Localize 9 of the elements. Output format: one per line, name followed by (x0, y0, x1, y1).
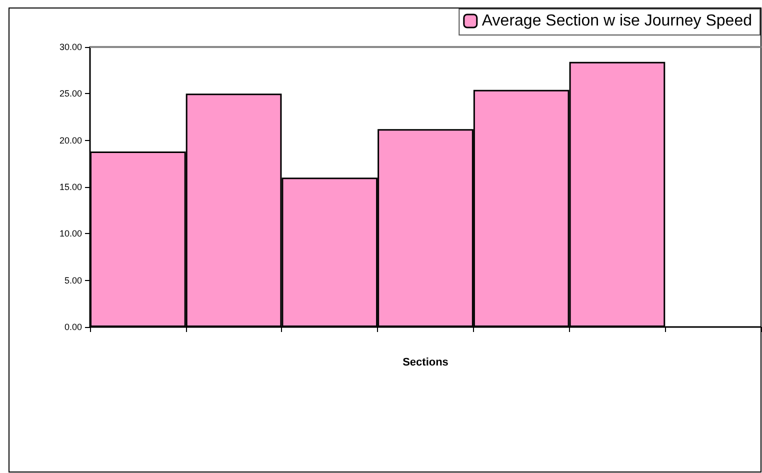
x-axis-title: Sections (402, 356, 448, 368)
y-tick-label: 20.00 (59, 135, 82, 146)
y-tick-label: 25.00 (59, 88, 82, 99)
y-tick-label: 30.00 (59, 42, 82, 52)
y-tick-label: 0.00 (64, 322, 82, 332)
y-tick-label: 5.00 (64, 275, 82, 286)
y-tick-label: 10.00 (59, 228, 82, 239)
legend-label: Average Section w ise Journey Speed (482, 12, 752, 30)
y-tick-label: 15.00 (59, 182, 82, 192)
